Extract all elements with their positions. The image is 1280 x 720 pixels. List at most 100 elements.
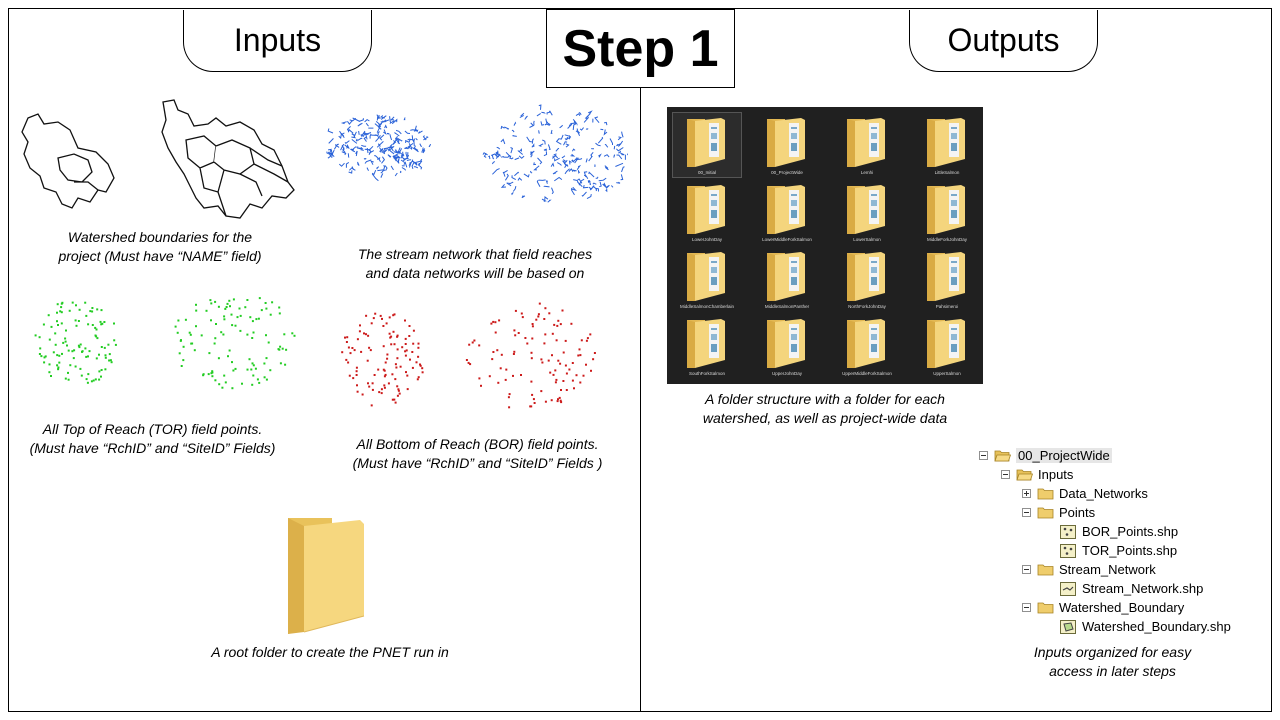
tree-item-watershed-boundary[interactable]: Watershed_Boundary [1022,598,1184,617]
field-point [559,362,562,365]
collapse-icon[interactable] [1022,508,1031,517]
watershed-boundaries-map [21,99,295,219]
field-point [389,336,392,339]
field-point [205,309,208,312]
output-folder[interactable]: 00_Initial [672,112,742,178]
output-folder[interactable]: Lemhi [833,113,901,177]
tree-label-points: Points [1059,505,1096,520]
stream-segment [538,179,546,181]
output-folder[interactable]: UpperSalmon [913,314,981,378]
stream-segment [328,138,334,144]
stream-caption-line-2: and data networks will be based on [365,265,585,281]
stream-segment [594,164,596,168]
field-point [98,370,101,373]
folder-structure-panel: 00_Initial 00_ProjectWide Lemhi LittleSalmo… [667,107,983,384]
stream-segment [367,149,372,155]
field-point [89,310,92,313]
tree-caption: Inputs organized for easy access in late… [990,643,1235,681]
output-folder[interactable]: 00_ProjectWide [753,113,821,177]
stream-segment [482,152,488,156]
tree-item-stream-network[interactable]: Stream_Network [1022,560,1156,579]
output-folder[interactable]: MiddleSalmonChamberlain [673,247,741,311]
field-point [365,333,367,336]
field-point [213,342,216,345]
stream-segment [364,159,372,164]
tree-label-tor-points: TOR_Points.shp [1082,543,1178,558]
expand-icon[interactable] [1022,489,1031,498]
field-point [60,322,63,325]
stream-segment [571,157,578,163]
stream-segment [365,134,368,140]
field-point [356,338,359,341]
field-point [71,301,74,304]
field-point [56,320,58,323]
tree-item-bor-points[interactable]: BOR_Points.shp [1060,522,1178,541]
collapse-icon[interactable] [1022,565,1031,574]
stream-segment [621,166,625,173]
stream-segment [333,143,339,150]
stream-segment [518,155,525,159]
field-point [68,309,71,312]
tree-item-root[interactable]: 00_ProjectWide [979,446,1112,465]
field-point [530,357,533,360]
folder-icon [927,118,965,167]
stream-segment [603,129,608,136]
tree-item-data-networks[interactable]: Data_Networks [1022,484,1148,503]
field-point [353,349,356,352]
field-point [579,354,582,357]
tree-item-inputs[interactable]: Inputs [1001,465,1073,484]
stream-segment [383,165,386,170]
collapse-icon[interactable] [1001,470,1010,479]
stream-segment [368,150,375,154]
output-folder[interactable]: LittleSalmon [913,113,981,177]
stream-segment [514,157,520,161]
field-point [421,367,424,370]
field-point [58,354,61,357]
field-point [492,320,495,323]
stream-segment [559,124,564,129]
stream-segment [575,130,581,137]
stream-segment [548,110,553,116]
output-folder[interactable]: MiddleSalmonPanther [753,247,821,311]
field-point [293,334,296,337]
stream-segment [502,171,506,177]
field-point [104,356,107,359]
output-folder[interactable]: NorthForkJohnDay [833,247,901,311]
output-folder[interactable]: UpperJohnDay [753,314,821,378]
tree-item-tor-points[interactable]: TOR_Points.shp [1060,541,1177,560]
field-point [558,396,561,399]
field-point [417,355,420,358]
output-folder[interactable]: UpperMiddleForkSalmon [833,314,901,378]
field-point [84,301,87,304]
field-point [232,298,235,301]
field-point [87,373,90,376]
stream-segment [344,144,350,149]
field-point [537,315,540,318]
stream-segment [331,149,335,158]
field-point [377,368,380,371]
stream-segment [415,138,418,141]
tree-item-points[interactable]: Points [1022,503,1095,522]
tree-item-stream-network-shp[interactable]: Stream_Network.shp [1060,579,1203,598]
field-point [532,398,535,401]
field-point [380,388,383,391]
output-folder[interactable]: LowerMiddleForkSalmon [753,180,821,244]
collapse-icon[interactable] [979,451,988,460]
tree-item-watershed-boundary-shp[interactable]: Watershed_Boundary.shp [1060,617,1231,636]
stream-segment [345,161,350,168]
stream-segment [405,151,408,158]
output-folder[interactable]: LowerJohnDay [673,180,741,244]
stream-segment [428,143,432,148]
output-folder[interactable]: LowerSalmon [833,180,901,244]
stream-segment [346,126,351,132]
stream-segment [531,143,535,148]
field-point [220,331,223,334]
stream-segment [376,141,384,148]
output-folder[interactable]: MiddleForkJohnDay [913,180,981,244]
field-point [538,302,541,305]
output-folder[interactable]: SouthForkSalmon [673,314,741,378]
field-point [188,331,191,334]
field-point [265,334,267,337]
collapse-icon[interactable] [1022,603,1031,612]
output-folder[interactable]: Pahsimeroi [913,247,981,311]
